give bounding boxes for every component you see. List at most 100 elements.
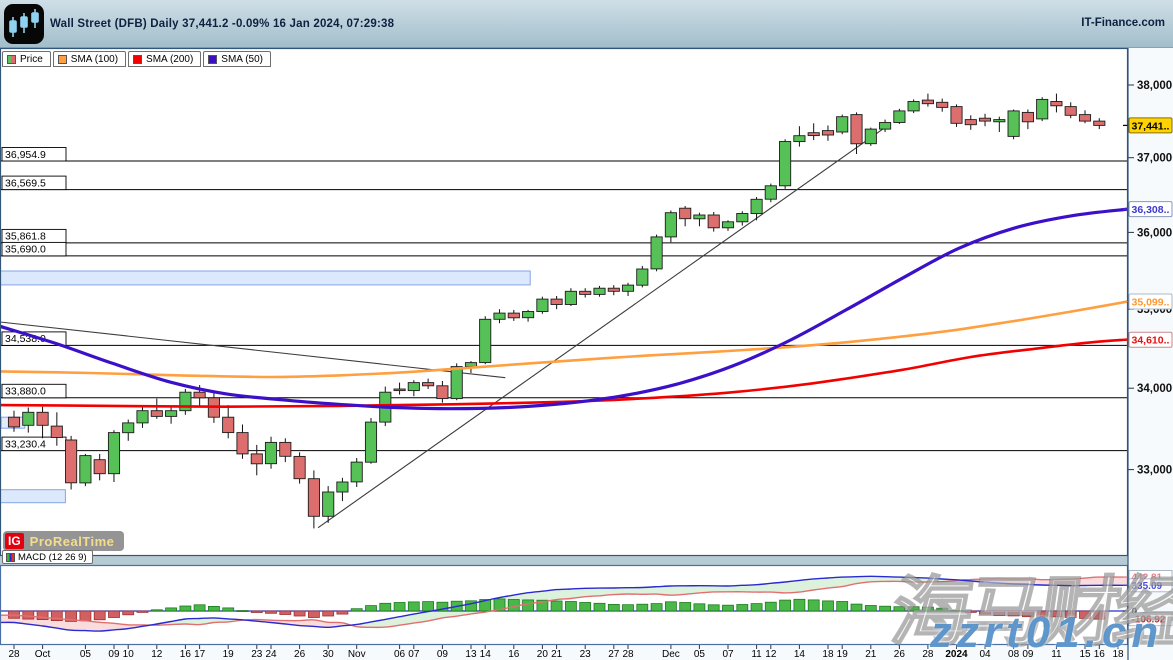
candle-10-10[interactable] [122,422,135,434]
macd-bar [422,601,435,612]
candle-12-04[interactable] [679,207,692,220]
candle-10-30[interactable] [322,491,335,517]
candle-11-15[interactable] [493,312,506,320]
sma-curve-sma50[interactable] [0,207,1130,411]
time-tick-label: 23 [251,649,263,660]
candle-10-24[interactable] [264,441,278,465]
legend-tab-sma-100[interactable]: SMA (100) [52,51,127,67]
candle-11-07[interactable] [407,382,420,392]
candle-01-05[interactable] [993,119,1006,123]
highlight-zone[interactable] [0,489,66,504]
candle-11-23[interactable] [579,290,592,295]
candle-10-23[interactable] [250,453,263,465]
candle-12-26[interactable] [893,110,906,123]
candle-01-09[interactable] [1021,111,1034,123]
candle-10-26[interactable] [293,455,306,480]
macd-bar [1036,610,1049,617]
candle-10-03[interactable] [50,425,63,438]
candle-01-10[interactable] [1036,98,1049,120]
candle-10-27[interactable] [307,478,320,517]
candle-01-02[interactable] [950,106,963,124]
macd-bar [1079,610,1091,619]
candle-12-18[interactable] [821,130,835,136]
candle-11-10[interactable] [450,366,463,400]
candle-11-22[interactable] [564,290,577,305]
macd-signal-line [0,576,1129,629]
candle-11-01[interactable] [350,461,363,483]
candle-11-02[interactable] [364,421,378,463]
candle-12-27[interactable] [907,101,920,112]
candle-11-16[interactable] [507,312,520,319]
candle-11-29[interactable] [636,268,649,286]
candle-10-13[interactable] [165,410,178,417]
candle-11-06[interactable] [393,388,406,392]
candle-09-28[interactable] [7,416,21,428]
candle-01-12[interactable] [1064,106,1077,116]
candle-09-29[interactable] [22,411,35,426]
prorealtime-badge[interactable]: IG ProRealTime [3,531,125,551]
legend-tab-price[interactable]: Price [2,51,51,67]
candle-12-19[interactable] [836,116,849,133]
candle-12-07[interactable] [721,221,735,229]
macd-indicator-tab[interactable]: MACD (12 26 9) [2,550,93,564]
candle-01-03[interactable] [964,119,977,126]
candle-10-09[interactable] [107,432,121,475]
candle-11-27[interactable] [607,287,620,292]
time-tick-label: 18 [822,649,834,660]
candle-12-05[interactable] [693,214,706,220]
candle-10-19[interactable] [222,416,235,434]
candle-10-05[interactable] [79,455,92,484]
candle-12-20[interactable] [850,114,863,145]
candle-10-04[interactable] [65,439,78,484]
macd-bar [393,602,406,612]
candle-10-16[interactable] [179,391,192,412]
candle-12-29[interactable] [936,101,949,108]
candle-11-08[interactable] [422,382,435,387]
candle-10-12[interactable] [150,410,163,417]
candle-11-20[interactable] [536,298,549,312]
candle-12-11[interactable] [750,198,763,215]
candle-10-02[interactable] [36,411,49,426]
candle-11-24[interactable] [593,287,606,295]
candle-11-28[interactable] [621,284,635,292]
candle-12-12[interactable] [764,185,777,200]
time-tick-label: 04 [979,649,991,660]
candle-10-31[interactable] [336,481,349,493]
candle-10-11[interactable] [136,410,149,424]
sma-curve-sma200[interactable] [0,338,1130,409]
candle-12-01[interactable] [664,212,677,238]
candle-01-04[interactable] [978,117,992,122]
trend-line[interactable] [0,321,506,379]
trend-line[interactable] [317,123,891,529]
candle-12-28[interactable] [921,99,934,105]
legend-tab-sma-200[interactable]: SMA (200) [128,51,202,67]
candles[interactable] [7,93,1106,529]
macd-bar [922,606,934,612]
candle-11-09[interactable] [436,385,449,400]
legend-tab-sma-50[interactable]: SMA (50) [203,51,271,67]
candle-01-11[interactable] [1050,101,1063,107]
candle-10-25[interactable] [279,441,292,457]
candle-12-08[interactable] [736,213,749,223]
candle-12-06[interactable] [707,214,720,229]
highlight-zone[interactable] [0,270,531,286]
brand-link[interactable]: IT-Finance.com [1081,17,1165,29]
candle-11-21[interactable] [550,298,563,305]
candle-01-15[interactable] [1078,114,1092,122]
candle-12-14[interactable] [793,135,806,143]
candle-10-20[interactable] [236,432,249,455]
candle-12-22[interactable] [879,122,892,130]
candle-12-15[interactable] [807,132,820,137]
candle-11-30[interactable] [650,236,663,270]
candle-11-13[interactable] [464,362,478,368]
candle-11-17[interactable] [522,311,535,319]
candle-01-08[interactable] [1007,110,1020,137]
candle-12-21[interactable] [864,128,877,145]
candle-10-06[interactable] [93,459,106,475]
sma-curve-sma100[interactable] [0,300,1130,379]
candle-01-16[interactable] [1093,120,1106,126]
candle-10-17[interactable] [193,391,206,399]
candle-12-13[interactable] [779,141,792,187]
candle-11-14[interactable] [479,318,492,364]
